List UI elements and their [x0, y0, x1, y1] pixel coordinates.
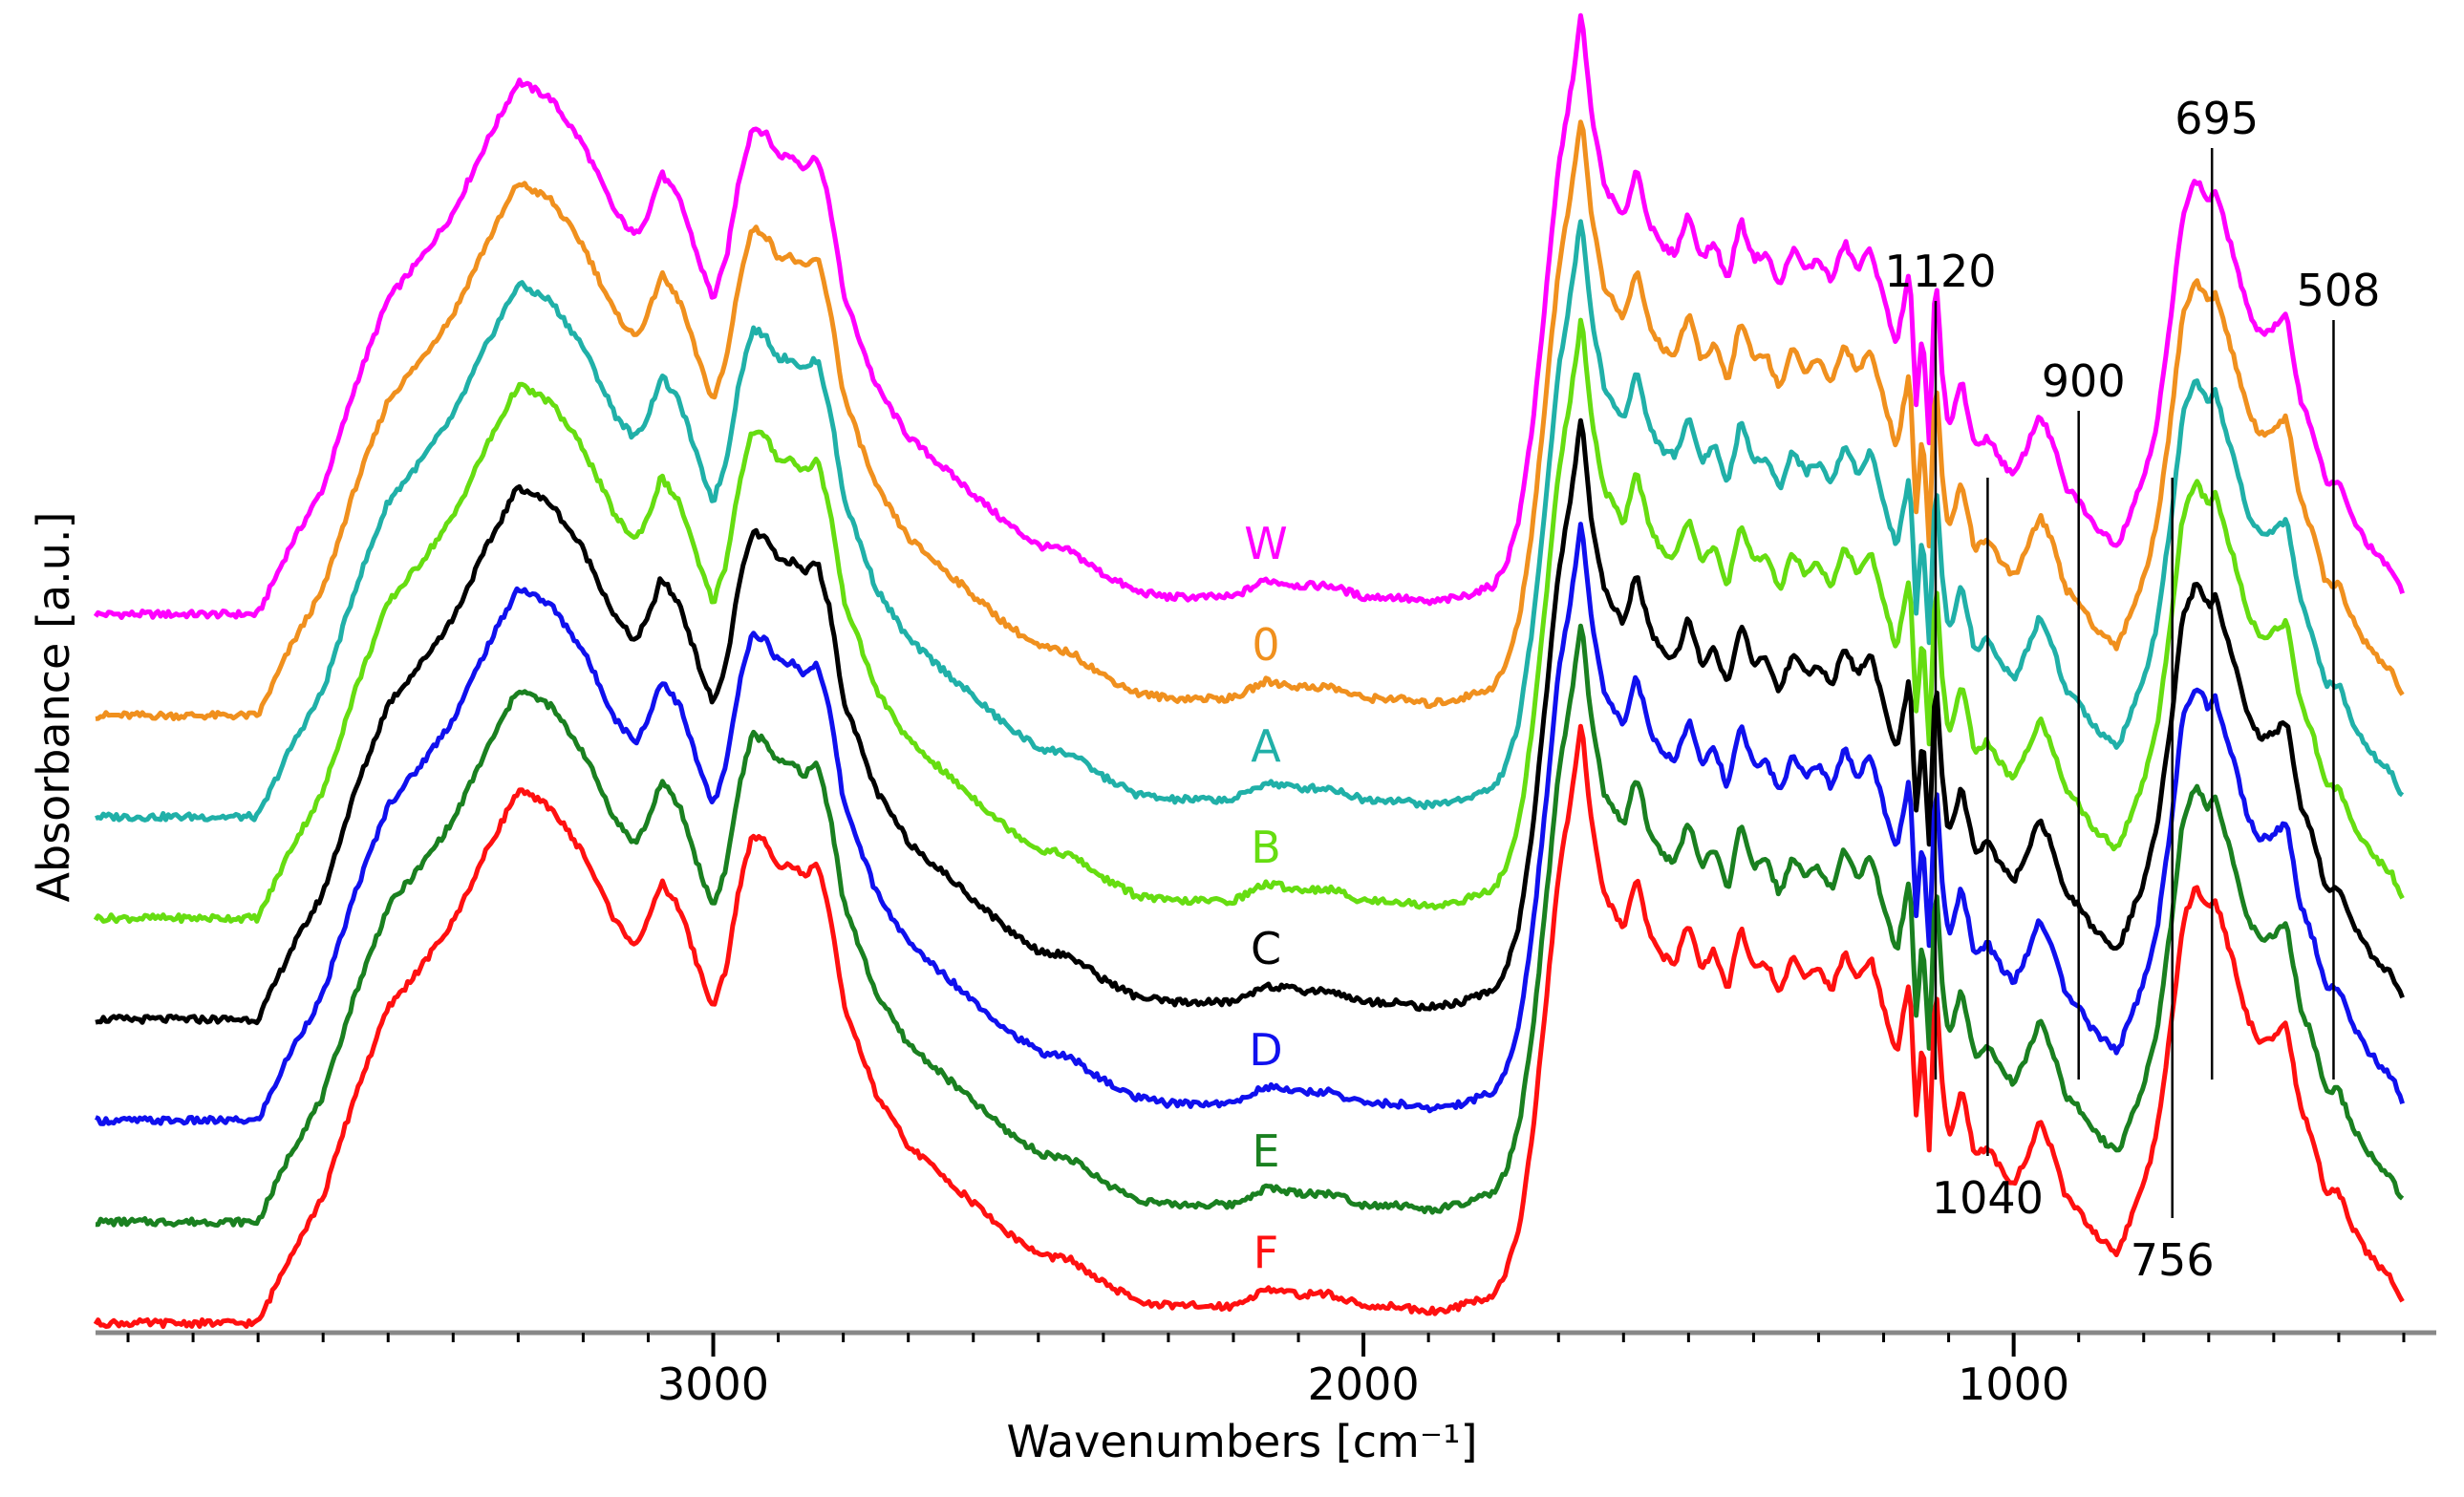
peak-annotations: 695 1120 508 900 1040 756	[1884, 93, 2380, 1286]
series-line-f	[93, 723, 2405, 1330]
x-tick-label-1000: 1000	[1958, 1358, 2069, 1410]
series-label-w: W	[1244, 518, 1287, 569]
x-axis: 3000 2000 1000	[96, 1330, 2436, 1410]
peak-label-1120: 1120	[1884, 246, 1996, 297]
series-line-0	[95, 119, 2405, 721]
y-axis-title: Absorbance [a.u.]	[28, 512, 79, 903]
peak-label-756: 756	[2131, 1234, 2215, 1286]
series-label-d: D	[1249, 1024, 1282, 1076]
x-axis-title: Wavenumbers [cm⁻¹]	[1006, 1416, 1477, 1467]
series-label-f: F	[1253, 1227, 1278, 1278]
peak-label-508: 508	[2297, 265, 2381, 316]
series-line-b	[93, 317, 2405, 925]
series-line-c	[95, 417, 2405, 1026]
x-tick-label-3000: 3000	[657, 1358, 769, 1410]
series-line-w	[93, 12, 2405, 620]
series-line-a	[95, 219, 2405, 823]
x-tick-label-2000: 2000	[1308, 1358, 1420, 1410]
series-label-0: 0	[1252, 619, 1279, 671]
peak-label-695: 695	[2175, 93, 2259, 144]
series-line-e	[95, 623, 2405, 1228]
series-label-b: B	[1251, 822, 1281, 873]
spectra-lines	[93, 12, 2405, 1330]
peak-label-900: 900	[2042, 355, 2126, 407]
series-label-c: C	[1251, 923, 1281, 974]
series-label-a: A	[1251, 720, 1281, 772]
series-line-d	[95, 522, 2405, 1126]
peak-label-1040: 1040	[1932, 1172, 2044, 1224]
series-label-e: E	[1252, 1125, 1279, 1177]
